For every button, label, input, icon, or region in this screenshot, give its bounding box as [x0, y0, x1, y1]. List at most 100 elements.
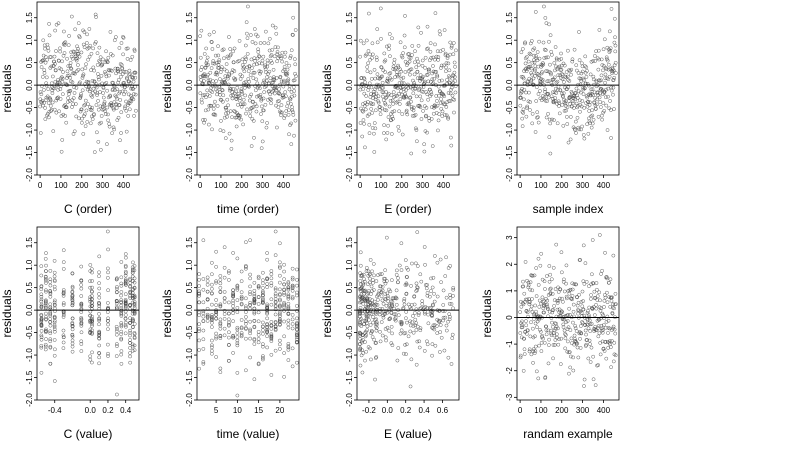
data-point — [41, 58, 46, 62]
data-point — [398, 97, 403, 101]
data-point — [42, 68, 47, 72]
data-point — [131, 325, 135, 330]
data-point — [88, 313, 93, 318]
data-point — [594, 306, 599, 311]
y-axis-label: residuals — [480, 64, 494, 112]
data-point — [286, 295, 291, 299]
data-point — [131, 92, 136, 97]
data-point — [78, 80, 82, 85]
data-point — [544, 69, 548, 74]
data-point — [358, 318, 363, 323]
data-point — [270, 61, 274, 65]
data-point — [259, 146, 264, 151]
data-point — [39, 299, 44, 304]
data-point — [415, 285, 420, 290]
data-point — [369, 357, 373, 362]
data-point — [222, 326, 227, 331]
data-point — [278, 260, 282, 265]
data-point — [518, 103, 523, 108]
data-point — [550, 292, 555, 296]
y-tick-label: 1.0 — [25, 34, 34, 46]
data-point — [119, 321, 124, 325]
data-point — [388, 54, 392, 59]
data-point — [88, 299, 93, 304]
data-point — [524, 55, 529, 59]
data-point — [588, 329, 593, 333]
data-point — [95, 93, 99, 97]
data-point — [128, 290, 133, 295]
data-point — [414, 65, 419, 70]
data-point — [264, 79, 269, 83]
data-point — [239, 325, 244, 330]
data-point — [61, 267, 66, 271]
y-axis-label: residuals — [320, 289, 334, 337]
data-point — [377, 87, 382, 91]
data-point — [128, 58, 133, 62]
data-point — [399, 241, 404, 246]
data-point — [544, 274, 549, 278]
data-point — [224, 107, 229, 112]
data-point — [114, 342, 119, 346]
data-point — [107, 124, 112, 129]
data-point — [547, 279, 552, 284]
data-point — [97, 331, 101, 335]
data-point — [47, 22, 51, 26]
data-point — [582, 105, 587, 110]
data-point — [218, 323, 223, 328]
data-point — [414, 128, 419, 132]
data-point — [418, 272, 423, 277]
data-point — [227, 342, 231, 347]
data-point — [39, 322, 44, 327]
data-point — [250, 106, 254, 110]
data-point — [80, 67, 85, 72]
data-point — [383, 70, 388, 74]
data-point — [418, 76, 423, 81]
data-point — [371, 52, 375, 57]
data-point — [442, 309, 447, 313]
data-point — [237, 58, 241, 63]
data-point — [596, 334, 601, 339]
data-point — [291, 15, 296, 20]
data-point — [290, 326, 295, 331]
data-point — [559, 51, 563, 56]
data-point — [111, 107, 116, 112]
data-point — [546, 79, 551, 83]
data-point — [452, 97, 457, 102]
data-point — [209, 40, 214, 44]
data-point — [210, 338, 214, 343]
data-point — [547, 135, 552, 139]
data-point — [377, 289, 382, 293]
data-point — [52, 259, 57, 263]
data-point — [39, 335, 44, 339]
data-point — [604, 275, 608, 280]
data-point — [380, 80, 385, 85]
data-point — [358, 289, 363, 293]
data-point — [97, 254, 102, 259]
data-point — [259, 112, 263, 116]
data-point — [61, 70, 65, 74]
data-point — [368, 346, 372, 351]
data-point — [372, 299, 377, 304]
data-point — [392, 57, 397, 62]
data-point — [243, 80, 248, 84]
data-point — [378, 339, 383, 344]
data-point — [70, 338, 75, 343]
x-tick-label: 15 — [254, 406, 263, 415]
data-point — [72, 91, 77, 95]
data-point — [411, 330, 416, 335]
data-point — [587, 119, 592, 124]
data-point — [574, 329, 579, 333]
data-point — [605, 276, 609, 281]
data-point — [252, 298, 257, 303]
data-point — [403, 59, 408, 64]
data-point — [280, 59, 284, 64]
data-point — [125, 57, 130, 61]
data-point — [537, 56, 542, 61]
data-point — [90, 314, 94, 319]
data-point — [50, 91, 55, 95]
x-tick-label: 300 — [576, 181, 590, 190]
data-point — [43, 46, 47, 51]
data-point — [582, 313, 587, 318]
data-point — [197, 366, 201, 371]
data-point — [118, 70, 123, 74]
